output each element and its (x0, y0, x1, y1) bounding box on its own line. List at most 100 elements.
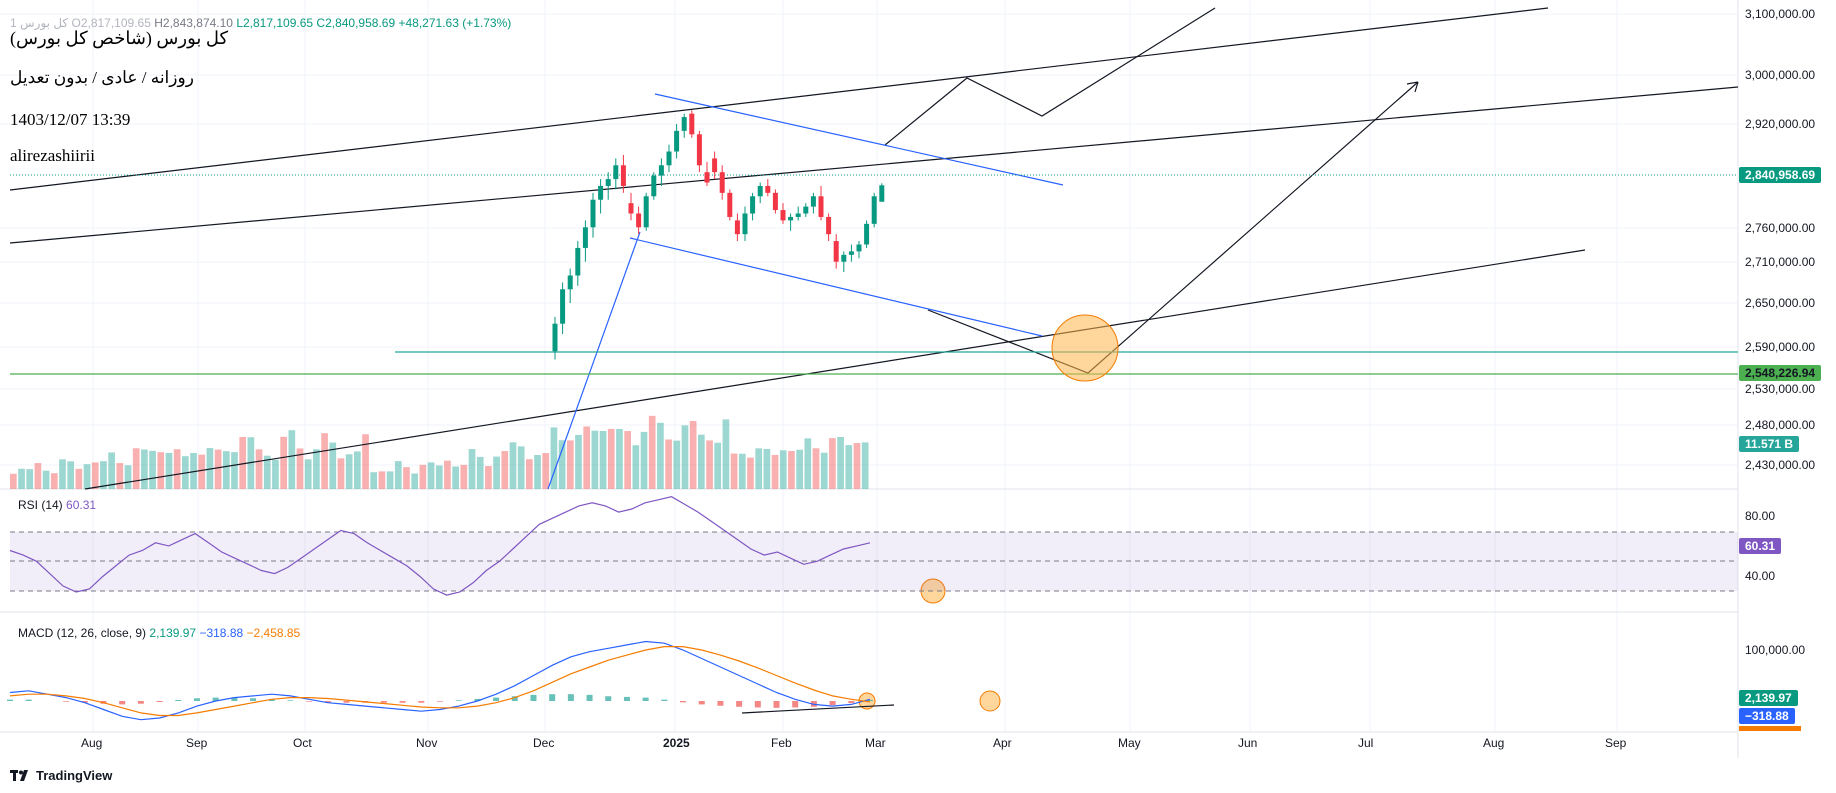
volume-bar (296, 448, 304, 489)
channel-lower-line[interactable] (84, 249, 1586, 490)
volume-bar (771, 454, 779, 489)
last-price-tag: 2,840,958.69 (1739, 167, 1822, 183)
grid (0, 0, 1738, 732)
candle-body (803, 206, 809, 214)
drawings[interactable] (9, 7, 1739, 714)
tradingview-brand: TradingView (36, 768, 113, 783)
forecast-path-upper[interactable] (884, 7, 1216, 146)
time-axis-label: Sep (186, 736, 208, 750)
signal-value: −318.88 (199, 626, 244, 640)
macd-histogram-bar (829, 701, 836, 706)
macd-histogram-bar (287, 700, 294, 701)
candle-body (651, 175, 657, 197)
time-axis-label: 2025 (663, 736, 690, 750)
rsi-tag: 60.31 (1739, 538, 1782, 554)
volume-bar (550, 427, 558, 489)
macd-marker-circle-2[interactable] (979, 690, 1001, 712)
channel-upper-line[interactable] (9, 7, 1549, 191)
volume-bar (67, 461, 75, 489)
volume-bar (460, 464, 468, 489)
macd-histogram-bar (586, 694, 593, 701)
rsi-polyline (9, 496, 871, 596)
candle-body (848, 251, 854, 255)
volume-bar (632, 445, 640, 489)
volume-bar (501, 451, 509, 489)
candle-body (658, 165, 664, 176)
volume-bar (263, 455, 271, 489)
candle-body (879, 185, 885, 202)
candle-body (871, 196, 877, 224)
volume-bar (222, 451, 230, 489)
volume-bar (599, 430, 607, 489)
macd-pane (7, 640, 873, 721)
candle-body (689, 113, 695, 135)
rsi-legend[interactable]: RSI (14) 60.31 (18, 498, 96, 512)
candle-body (636, 213, 642, 228)
candle-body (719, 172, 725, 193)
macd-histogram-bar (212, 697, 219, 701)
downtrend-lower-line[interactable] (629, 237, 1043, 337)
macd-histogram-bar (324, 701, 331, 703)
arrow-head-1 (1406, 81, 1419, 85)
time-axis-label: Nov (416, 736, 438, 750)
macd-histogram-bar (7, 699, 13, 701)
tradingview-logo[interactable]: TradingView (10, 768, 112, 783)
time-axis-label: Jul (1358, 736, 1374, 750)
rsi-value: 60.31 (66, 498, 97, 512)
volume-bar (485, 466, 492, 489)
volume-bar (173, 449, 181, 489)
low-value: L2,817,109.65 (236, 16, 314, 30)
volume-bar (329, 442, 337, 489)
macd-histogram-bar (567, 694, 574, 701)
volume-bar (214, 449, 222, 489)
volume-bar (673, 440, 681, 489)
volume-bar (566, 440, 574, 489)
macd-trend-line[interactable] (741, 704, 895, 714)
time-axis-label: May (1118, 736, 1141, 750)
macd-histogram-bar (437, 701, 443, 702)
candle-body (696, 134, 702, 166)
macd-legend[interactable]: MACD (12, 26, close, 9) 2,139.97 −318.88… (18, 626, 300, 640)
time-axis-label: Mar (865, 736, 886, 750)
candle-body (856, 244, 862, 252)
volume-bar (714, 442, 722, 489)
rsi-name: RSI (14) (18, 498, 63, 512)
volume-bar (50, 473, 58, 489)
macd-histogram-bar (119, 701, 126, 705)
volume-bar (829, 438, 836, 489)
symbol-label: کل بورس 1 (10, 16, 69, 30)
time-axis-label: Aug (81, 736, 103, 750)
rally-trend-line[interactable] (547, 231, 641, 490)
volume-bar (165, 452, 173, 489)
price-axis-label: 2,530,000.00 (1745, 382, 1816, 396)
price-axis-label: 2,920,000.00 (1745, 117, 1816, 131)
volume-bar (583, 426, 591, 489)
candle-body (734, 220, 740, 235)
volume-tag: 11.571 B (1739, 436, 1800, 452)
volume-bar (526, 459, 533, 489)
candle-body (826, 216, 832, 235)
histogram-tag (1739, 726, 1801, 731)
volume-bar (837, 437, 844, 489)
volume-bar (788, 450, 795, 489)
downtrend-upper-line[interactable] (654, 93, 1064, 186)
volume-bar (378, 471, 386, 489)
volume-bar (689, 421, 697, 489)
macd-histogram-bar (717, 701, 724, 706)
price-axis-label: 2,650,000.00 (1745, 296, 1816, 310)
volume-bar (763, 449, 771, 489)
candle-body (704, 172, 710, 183)
macd-histogram-bar (63, 701, 70, 702)
candle-body (666, 151, 672, 166)
macd-histogram-bar (343, 701, 350, 703)
candle-body (567, 275, 573, 290)
macd-histogram-bar (792, 701, 799, 708)
volume-bar (91, 462, 99, 489)
channel-middle-line[interactable] (9, 86, 1739, 244)
volume-bar (820, 452, 828, 489)
histogram-value: −2,458.85 (246, 626, 301, 640)
volume-bar (411, 473, 419, 489)
target-zone-circle[interactable] (1051, 314, 1119, 382)
volume-bar (354, 451, 361, 489)
